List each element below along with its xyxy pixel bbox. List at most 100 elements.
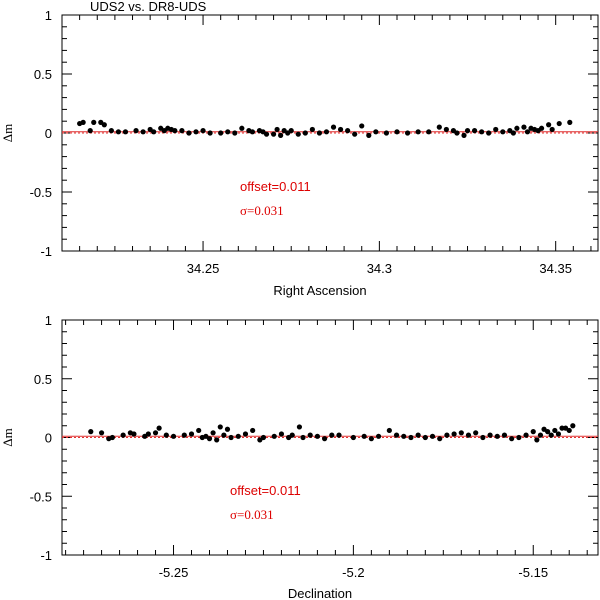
data-point <box>330 124 337 130</box>
data-point <box>163 432 169 438</box>
data-point <box>314 433 321 439</box>
data-point <box>225 129 231 135</box>
x-tick-label: 34.3 <box>367 261 392 276</box>
data-point <box>316 130 323 136</box>
data-point <box>415 129 421 135</box>
data-point <box>473 430 479 436</box>
y-tick-label: -0.5 <box>30 489 52 504</box>
data-point <box>181 432 187 438</box>
data-point <box>300 434 306 441</box>
data-point <box>350 434 356 441</box>
x-tick-label: -5.25 <box>159 565 189 580</box>
data-point <box>263 131 270 137</box>
data-point <box>534 437 540 443</box>
data-point <box>140 129 146 135</box>
data-point <box>232 130 238 136</box>
data-point <box>523 432 529 438</box>
data-point <box>429 433 436 439</box>
data-point <box>361 433 367 439</box>
y-tick-label: -0.5 <box>30 185 52 200</box>
data-point <box>545 429 551 435</box>
chart-panel-1: 34.25 34.3 34.35 -1 -0.5 0 0.5 1 Right Ascension… <box>0 0 599 298</box>
data-point <box>401 433 407 439</box>
data-point <box>465 432 472 438</box>
x-axis-label: Right Ascension <box>273 283 366 298</box>
data-point <box>228 434 234 441</box>
data-point <box>193 129 199 135</box>
data-point <box>570 423 576 429</box>
data-point <box>458 430 464 436</box>
data-point <box>278 132 284 138</box>
data-point <box>288 128 294 134</box>
data-point <box>366 132 372 138</box>
data-point <box>451 431 457 437</box>
data-point <box>337 126 344 133</box>
data-point <box>514 125 520 131</box>
y-axis-label: Δm <box>0 124 15 142</box>
data-point <box>131 431 137 437</box>
data-point <box>530 429 536 435</box>
x-tick-label: 34.35 <box>539 261 572 276</box>
data-point <box>336 432 342 438</box>
data-point <box>443 126 449 133</box>
data-point <box>538 125 545 131</box>
y-tick-label: -1 <box>40 244 52 259</box>
data-point <box>307 432 313 438</box>
data-point <box>250 427 256 434</box>
data-point <box>329 432 335 438</box>
data-point <box>480 434 486 441</box>
y-tick-label: 1 <box>45 8 52 23</box>
y-tick-label: 0.5 <box>34 372 52 387</box>
data-point <box>156 425 162 431</box>
data-point <box>552 427 558 434</box>
data-point <box>566 427 572 434</box>
data-point <box>486 130 492 136</box>
data-point <box>556 120 562 127</box>
data-point <box>239 125 245 131</box>
data-point <box>145 431 151 437</box>
data-point <box>217 424 223 430</box>
data-point <box>151 129 157 135</box>
data-point <box>270 131 277 137</box>
data-point <box>464 128 471 134</box>
sigma-annotation: σ=0.031 <box>230 507 274 522</box>
data-point <box>426 129 432 135</box>
data-point <box>479 129 485 135</box>
data-point <box>408 434 414 441</box>
data-point <box>295 131 301 137</box>
data-point <box>221 432 227 438</box>
data-point <box>218 130 224 136</box>
data-point <box>454 130 460 136</box>
x-tick-label: -5.2 <box>342 565 364 580</box>
data-point <box>537 432 544 438</box>
data-point <box>80 119 86 125</box>
data-point <box>188 431 195 437</box>
data-point <box>555 431 562 437</box>
data-point <box>133 128 139 134</box>
data-point <box>373 129 379 135</box>
data-point <box>375 433 382 439</box>
data-point <box>422 434 428 441</box>
y-axis-label: Δm <box>0 428 15 446</box>
data-point <box>386 427 392 434</box>
data-point <box>524 129 531 135</box>
y-tick-label: 0.5 <box>34 67 52 82</box>
offset-annotation: offset=0.011 <box>230 483 301 498</box>
y-tick-label: 1 <box>45 313 52 328</box>
data-point <box>196 427 202 434</box>
data-point <box>274 126 280 133</box>
data-point <box>120 432 126 438</box>
data-point <box>322 436 328 442</box>
data-point <box>91 119 97 125</box>
data-point <box>471 128 478 134</box>
data-point <box>323 129 330 135</box>
data-point <box>368 436 374 442</box>
data-point <box>521 124 527 130</box>
data-point <box>115 129 122 135</box>
y-tick-label: -1 <box>40 548 52 563</box>
data-point <box>108 128 114 134</box>
data-point <box>302 130 308 136</box>
data-point <box>98 430 105 436</box>
data-point <box>249 129 256 135</box>
